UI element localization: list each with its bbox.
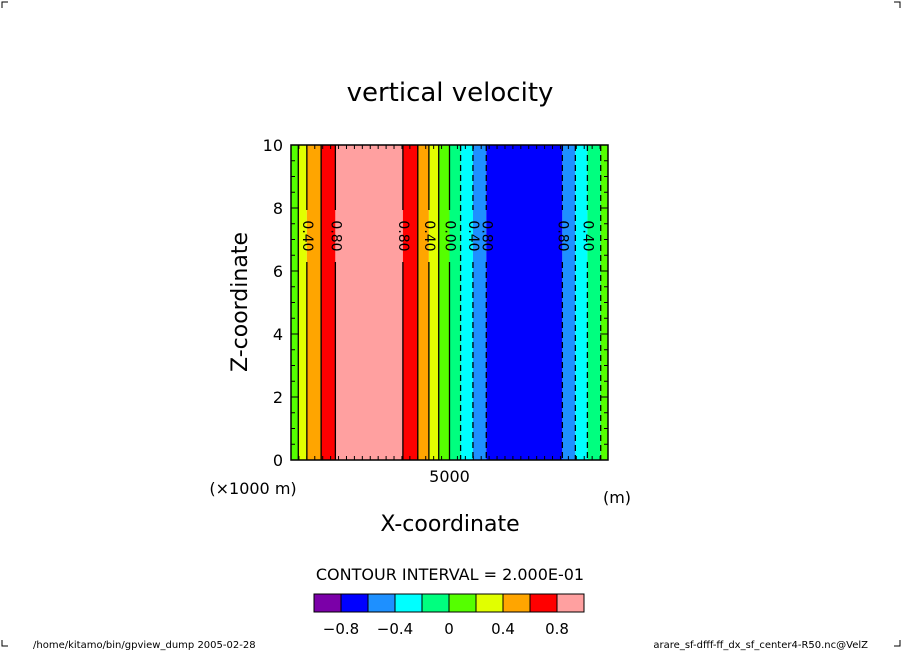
contour-band [486,145,563,460]
contour-band [562,145,576,460]
contour-lines [297,145,602,460]
contour-band [438,145,450,460]
colorbar-swatch [340,593,369,613]
contour-band [460,145,473,460]
colorbar-swatch [529,593,558,613]
colorbar-swatch [313,593,342,613]
colorbar-label: 0.8 [545,620,569,638]
x-tick-label: 5000 [429,467,470,486]
y-tick-label: 6 [273,262,283,281]
colorbar-swatch [421,593,450,613]
colorbar-swatch [367,593,396,613]
contour-label: 0.80 [478,220,494,251]
contour-band [417,145,429,460]
contour-label: 0.80 [327,220,343,251]
contour-band [472,145,487,460]
x-axis-title: X-coordinate [380,512,519,537]
y-tick-labels: 0 2 4 6 8 10 [263,136,283,470]
y-tick-label: 0 [273,451,283,470]
plot-area: 0.40 0.80 0.80 0.40 0.00 0.400.80 0.80 0.40 [290,144,609,461]
colorbar-label: 0.4 [491,620,515,638]
footer-right: arare_sf-dfff-ff_dx_sf_center4-R50.nc@Ve… [653,640,868,651]
contour-label: 0.40 [579,220,595,251]
y-tick-label: 8 [273,199,283,218]
colorbar-swatch [448,593,477,613]
x-scale-note: (×1000 m) [209,479,296,498]
contour-band [575,145,588,460]
y-axis-title: Z-coordinate [228,232,253,372]
contour-band [449,145,461,460]
contour-interval-text: CONTOUR INTERVAL = 2.000E-01 [316,565,584,584]
y-tick-label: 4 [273,325,283,344]
contour-band [321,145,336,460]
contour-label: 0.80 [554,220,570,251]
colorbar-swatch [502,593,531,613]
y-tick-label: 2 [273,388,283,407]
contour-band [298,145,307,460]
colorbar-swatch [475,593,504,613]
contour-label: 0.40 [421,220,437,251]
contour-labels: 0.40 0.80 0.80 0.40 0.00 0.400.80 0.80 0.40 [299,220,596,251]
footer-left: /home/kitamo/bin/gpview_dump 2005-02-28 [33,640,256,651]
contour-band [587,145,601,460]
contour-label: 0.00 [442,220,458,251]
colorbar-label: −0.8 [323,620,359,638]
colorbar-label: 0 [444,620,454,638]
x-tick-labels: 5000 [429,467,470,486]
contour-label: 0.80 [395,220,411,251]
contour-bands [291,145,608,460]
colorbar-label: −0.4 [377,620,413,638]
colorbar [313,593,585,613]
colorbar-swatch [556,593,585,613]
colorbar-swatch [394,593,423,613]
colorbar-labels: −0.8 −0.4 0 0.4 0.8 [323,620,569,638]
y-tick-label: 10 [263,136,283,155]
x-unit-label: (m) [603,488,631,507]
contour-band [428,145,439,460]
chart-title: vertical velocity [347,78,554,108]
contour-label: 0.40 [299,220,315,251]
contour-label: 0.40 [465,220,481,251]
contour-band [306,145,322,460]
contour-band [335,145,403,460]
axis-ticks [290,144,609,461]
contour-band [402,145,418,460]
